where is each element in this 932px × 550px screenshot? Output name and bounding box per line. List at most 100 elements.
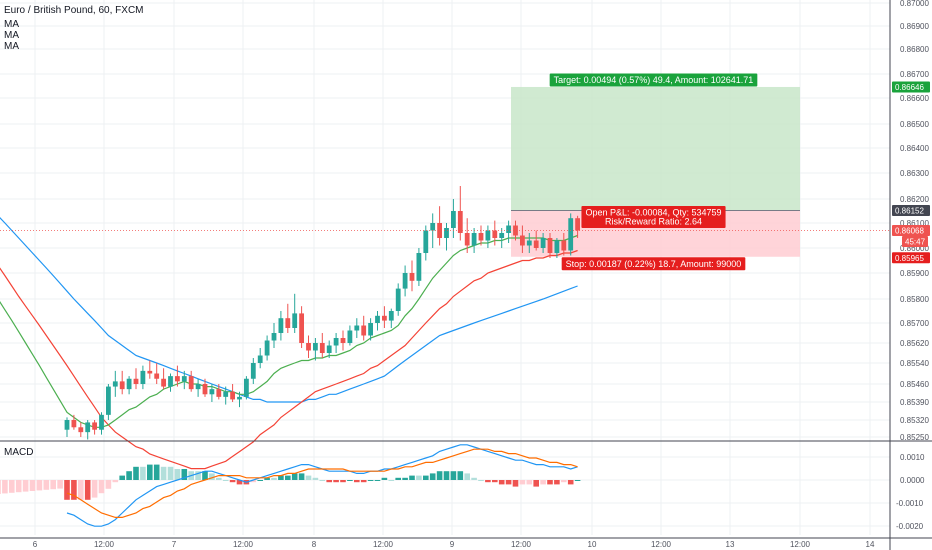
candle-body xyxy=(92,422,97,430)
countdown-price-badge xyxy=(902,236,928,247)
macd-histogram-bar xyxy=(160,466,167,480)
macd-histogram-bar xyxy=(547,480,553,485)
candle-body xyxy=(506,225,511,233)
candle-body xyxy=(244,378,249,397)
candle-body xyxy=(402,273,408,289)
price-tick-label: 0.86800 xyxy=(900,45,929,54)
macd-histogram-bar xyxy=(395,477,401,480)
ma-legend-1[interactable]: MA xyxy=(4,19,19,30)
macd-histogram-bar xyxy=(29,480,36,491)
macd-histogram-bar xyxy=(492,480,498,483)
position-zones[interactable] xyxy=(511,86,800,257)
macd-histogram-bar xyxy=(505,480,512,485)
price-badges: 0.86646 0.86152 0.86068 45:47 0.85965 xyxy=(892,81,930,264)
price-tick-label: 0.85390 xyxy=(900,398,929,407)
stop-price-badge-label: 0.85965 xyxy=(895,254,924,263)
candle-body xyxy=(340,338,346,343)
candle-body xyxy=(319,343,325,353)
symbol-title[interactable]: Euro / British Pound, 60, FXCM xyxy=(4,5,144,16)
macd-histogram-bar xyxy=(195,471,201,480)
macd-histogram-bar xyxy=(498,480,505,485)
macd-tick-label: 0.0010 xyxy=(900,453,925,462)
macd-histogram-bar xyxy=(443,471,450,480)
target-label: Target: 0.00494 (0.57%) 49.4, Amount: 10… xyxy=(554,75,754,85)
candle-body xyxy=(188,376,194,390)
candle-body xyxy=(437,223,442,238)
macd-legend[interactable]: MACD xyxy=(4,447,34,458)
candle-body xyxy=(85,422,91,433)
candle-body xyxy=(561,240,567,251)
candle-body xyxy=(513,225,518,236)
macd-histogram-bar xyxy=(354,480,360,483)
macd-histogram-bar xyxy=(554,480,560,485)
macd-histogram-bar xyxy=(43,480,50,490)
candle-body xyxy=(223,391,229,397)
time-tick-label: 8 xyxy=(312,540,317,549)
ma-legend-2[interactable]: MA xyxy=(4,30,19,41)
macd-histogram-bar xyxy=(298,473,305,480)
price-tick-label: 0.85540 xyxy=(900,359,929,368)
macd-histogram-bar xyxy=(222,480,229,481)
candle-body xyxy=(333,338,339,346)
macd-histogram-bar xyxy=(209,473,215,480)
macd-histogram-bar xyxy=(409,475,415,480)
candle-body xyxy=(409,273,415,281)
macd-histogram-bar xyxy=(9,480,15,493)
target-zone xyxy=(511,86,800,211)
candle-body xyxy=(237,396,242,400)
candle-body xyxy=(78,427,84,433)
candle-body xyxy=(382,315,387,321)
candle-body xyxy=(499,233,505,238)
macd-histogram-bar xyxy=(0,480,1,494)
price-tick-label: 0.86200 xyxy=(900,195,929,204)
macd-histogram-bar xyxy=(347,480,353,481)
macd-histogram-bar xyxy=(181,469,188,480)
candle-body xyxy=(209,389,215,395)
macd-histogram-bar xyxy=(133,466,139,480)
pnl-label-box[interactable] xyxy=(581,206,726,229)
macd-histogram-bar xyxy=(533,480,539,487)
macd-histogram-bar xyxy=(457,471,464,480)
candle-body xyxy=(464,233,470,246)
macd-histogram-bar xyxy=(567,480,574,485)
ma-fast-line xyxy=(0,234,578,428)
candle-body xyxy=(575,218,580,231)
candle-body xyxy=(347,330,353,343)
macd-histogram-bar xyxy=(78,480,84,500)
position-labels[interactable]: Target: 0.00494 (0.57%) 49.4, Amount: 10… xyxy=(549,73,758,271)
target-label-box[interactable] xyxy=(549,73,758,87)
macd-histogram-bar xyxy=(333,480,339,483)
candle-body xyxy=(64,420,70,430)
macd-tick-label: -0.0020 xyxy=(896,522,924,531)
macd-histogram-bar xyxy=(326,480,332,483)
candle-body xyxy=(147,370,153,374)
candle-body xyxy=(285,318,291,328)
risk-reward-label: Risk/Reward Ratio: 2.64 xyxy=(605,217,702,227)
stop-label-box[interactable] xyxy=(561,257,746,271)
candle-body xyxy=(520,235,525,246)
candle-body xyxy=(313,343,318,351)
price-tick-label: 0.85250 xyxy=(900,433,929,442)
time-tick-label: 10 xyxy=(588,540,597,549)
price-tick-label: 0.86000 xyxy=(900,244,929,253)
candle-body xyxy=(547,238,553,253)
macd-histogram-bar xyxy=(381,477,388,480)
candle-body xyxy=(175,376,180,382)
time-tick-label: 12:00 xyxy=(790,540,811,549)
time-tick-label: 12:00 xyxy=(511,540,532,549)
time-tick-label: 12:00 xyxy=(94,540,115,549)
price-tick-label: 0.85900 xyxy=(900,269,929,278)
price-tick-label: 0.86700 xyxy=(900,70,929,79)
candle-body xyxy=(368,323,373,336)
macd-histogram-bar xyxy=(574,480,581,481)
target-price-badge xyxy=(892,81,930,93)
candlesticks xyxy=(0,186,890,440)
macd-pane xyxy=(0,440,932,527)
candle-body xyxy=(485,230,491,241)
candle-body xyxy=(306,343,311,351)
candle-body xyxy=(250,363,256,379)
ma-legend-3[interactable]: MA xyxy=(4,41,19,52)
macd-histogram-bar xyxy=(153,464,160,480)
candle-body xyxy=(388,311,394,321)
